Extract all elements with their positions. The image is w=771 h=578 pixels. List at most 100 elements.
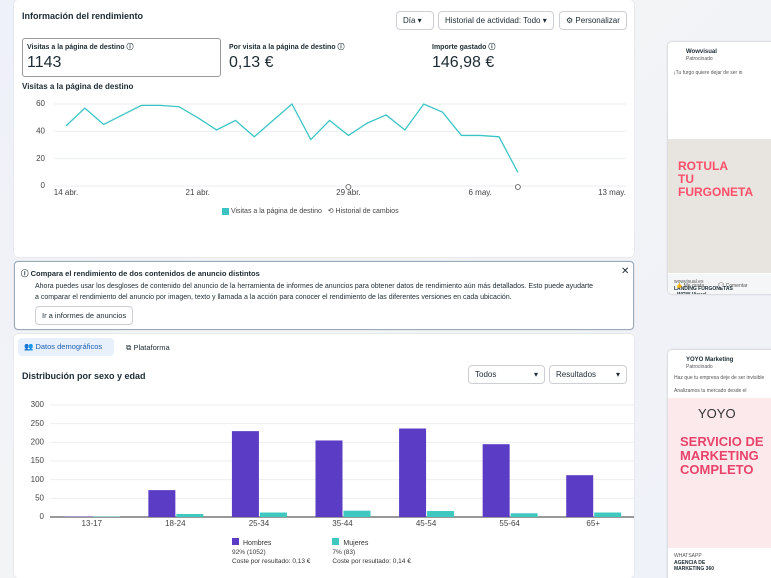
change-marker — [345, 184, 352, 190]
text: Importe gastado — [432, 44, 487, 51]
comment[interactable]: 💬 Comentar — [718, 283, 748, 289]
label: Resultados — [556, 370, 597, 379]
y-tick-label: 0 — [41, 181, 46, 190]
ad-preview[interactable]: Wowvisual Patrocinado ¡Tu furgo quiere d… — [668, 42, 771, 294]
bar — [399, 428, 427, 517]
x-tick-label: 45-54 — [416, 519, 437, 528]
legend-label: Historial de cambios — [335, 208, 399, 215]
chart-title: Visitas a la página de destino — [22, 82, 134, 91]
tab[interactable]: ⧉ Plataforma — [126, 343, 170, 352]
label: Todos — [475, 370, 497, 379]
tab[interactable]: 👥 Datos demográficos — [18, 338, 114, 356]
y-tick-label: 20 — [36, 154, 45, 163]
headline: LANDING FURGONETAS - WOW Visual — [674, 286, 733, 294]
legend-label: Mujeres — [343, 540, 369, 547]
sponsored: Patrocinado — [686, 56, 713, 62]
metric-label: Por visita a la página de destino ⓘ — [229, 44, 345, 51]
legend-label: Hombres — [243, 540, 272, 547]
x-tick-label: 18-24 — [165, 519, 186, 528]
y-tick-label: 40 — [36, 126, 45, 135]
change-marker — [514, 184, 521, 190]
domain: WHATSAPP — [674, 553, 702, 559]
ad-preview[interactable]: YOYO Marketing Patrocinado Haz que tu em… — [668, 350, 771, 578]
label: Personalizar — [575, 16, 620, 25]
bar — [315, 440, 343, 517]
text: Datos demográficos — [35, 342, 103, 351]
bar — [231, 431, 259, 517]
legend-item: Hombres 92% (1052) Coste por resultado: 0,… — [232, 538, 310, 566]
y-tick-label: 300 — [31, 400, 45, 409]
metric-dropdown[interactable]: Resultados ▾ — [549, 365, 627, 384]
sponsored: Patrocinado — [686, 364, 713, 370]
bar — [482, 444, 510, 517]
legend: Visitas a la página de destino ⟲ Histori… — [222, 207, 399, 215]
domain: wowvisual.es — [674, 279, 704, 285]
reports-button[interactable]: Ir a informes de anuncios — [35, 306, 134, 325]
legend: Hombres 92% (1052) Coste por resultado: 0,… — [232, 538, 433, 566]
line-series — [65, 102, 519, 173]
label: Historial de actividad: Todo — [445, 16, 541, 25]
chart-title: Distribución por sexo y edad — [22, 371, 146, 381]
metric-value: 146,98 € — [432, 54, 495, 71]
y-tick-label: 100 — [31, 475, 45, 484]
customize-button[interactable]: ⚙ Personalizar — [559, 11, 627, 30]
bar — [176, 514, 204, 517]
brand: YOYO Marketing — [686, 357, 734, 363]
panel-title: Información del rendimiento — [22, 11, 144, 21]
day-dropdown[interactable]: Día ▾ — [396, 11, 434, 30]
bar — [343, 510, 371, 517]
x-tick-label: 21 abr. — [186, 188, 210, 197]
ad-footer — [668, 274, 771, 294]
metric-label: Importe gastado ⓘ — [432, 44, 496, 51]
x-tick-label: 6 may. — [468, 188, 491, 197]
x-tick-label: 13-17 — [82, 519, 103, 528]
ad-image — [668, 139, 771, 273]
legend-swatch — [222, 207, 229, 215]
legend-label: Visitas a la página de destino — [230, 208, 322, 215]
image-text: ROTULA TU FURGONETA — [678, 159, 754, 199]
label: Día — [403, 16, 416, 25]
bar — [259, 512, 287, 517]
metric-box[interactable] — [22, 38, 221, 77]
bar — [566, 475, 594, 517]
legend-cost: Coste por resultado: 0,14 € — [332, 558, 411, 565]
x-tick-label: 65+ — [586, 519, 600, 528]
metric-value: 1143 — [27, 54, 62, 71]
y-tick-label: 150 — [31, 456, 45, 465]
performance-panel: Información del rendimiento Día ▾ Histor… — [14, 0, 634, 257]
x-tick-label: 14 abr. — [54, 188, 78, 197]
text: Me gusta — [683, 283, 705, 289]
legend-share: 7% (83) — [332, 549, 356, 556]
activity-dropdown[interactable]: Historial de actividad: Todo ▾ — [438, 11, 554, 30]
x-tick-label: 29 abr. — [336, 188, 360, 197]
y-tick-label: 0 — [40, 512, 45, 521]
y-tick-label: 250 — [31, 419, 45, 428]
banner: ⓘ Compara el rendimiento de dos contenid… — [14, 261, 634, 330]
brand: Wowvisual — [686, 49, 717, 55]
like[interactable]: 👍 Me gusta — [676, 283, 705, 289]
text: Comentar — [725, 283, 748, 289]
legend-item: Mujeres 7% (83) Coste por resultado: 0,14 … — [332, 538, 411, 566]
text: Plataforma — [133, 343, 170, 352]
legend-share: 92% (1052) — [232, 549, 266, 556]
y-tick-label: 200 — [31, 437, 45, 446]
bar — [148, 490, 176, 517]
close-button[interactable]: ✕ — [621, 266, 630, 277]
legend-swatch — [232, 538, 239, 545]
ad-image — [668, 398, 771, 548]
bar — [594, 512, 622, 517]
bar-chart: 0 50 100 150 200 250 300 13-17 18-24 25-34 35-44 45… — [31, 400, 634, 528]
filter-dropdown[interactable]: Todos ▾ — [468, 365, 545, 384]
legend-swatch — [332, 538, 340, 545]
headline: AGENCIA DE MARKETING 360 — [674, 560, 715, 572]
metric-value: 0,13 € — [229, 54, 274, 71]
x-tick-label: 13 may. — [598, 188, 626, 197]
banner-body: Ahora puedes usar los desgloses de conte… — [35, 283, 594, 301]
bar — [510, 513, 538, 517]
y-tick-label: 50 — [35, 493, 44, 502]
bar — [427, 511, 455, 517]
text: Por visita a la página de destino — [229, 44, 336, 51]
text: Visitas a la página de destino — [27, 44, 125, 51]
text: Compara el rendimiento de dos contenidos… — [30, 269, 260, 278]
